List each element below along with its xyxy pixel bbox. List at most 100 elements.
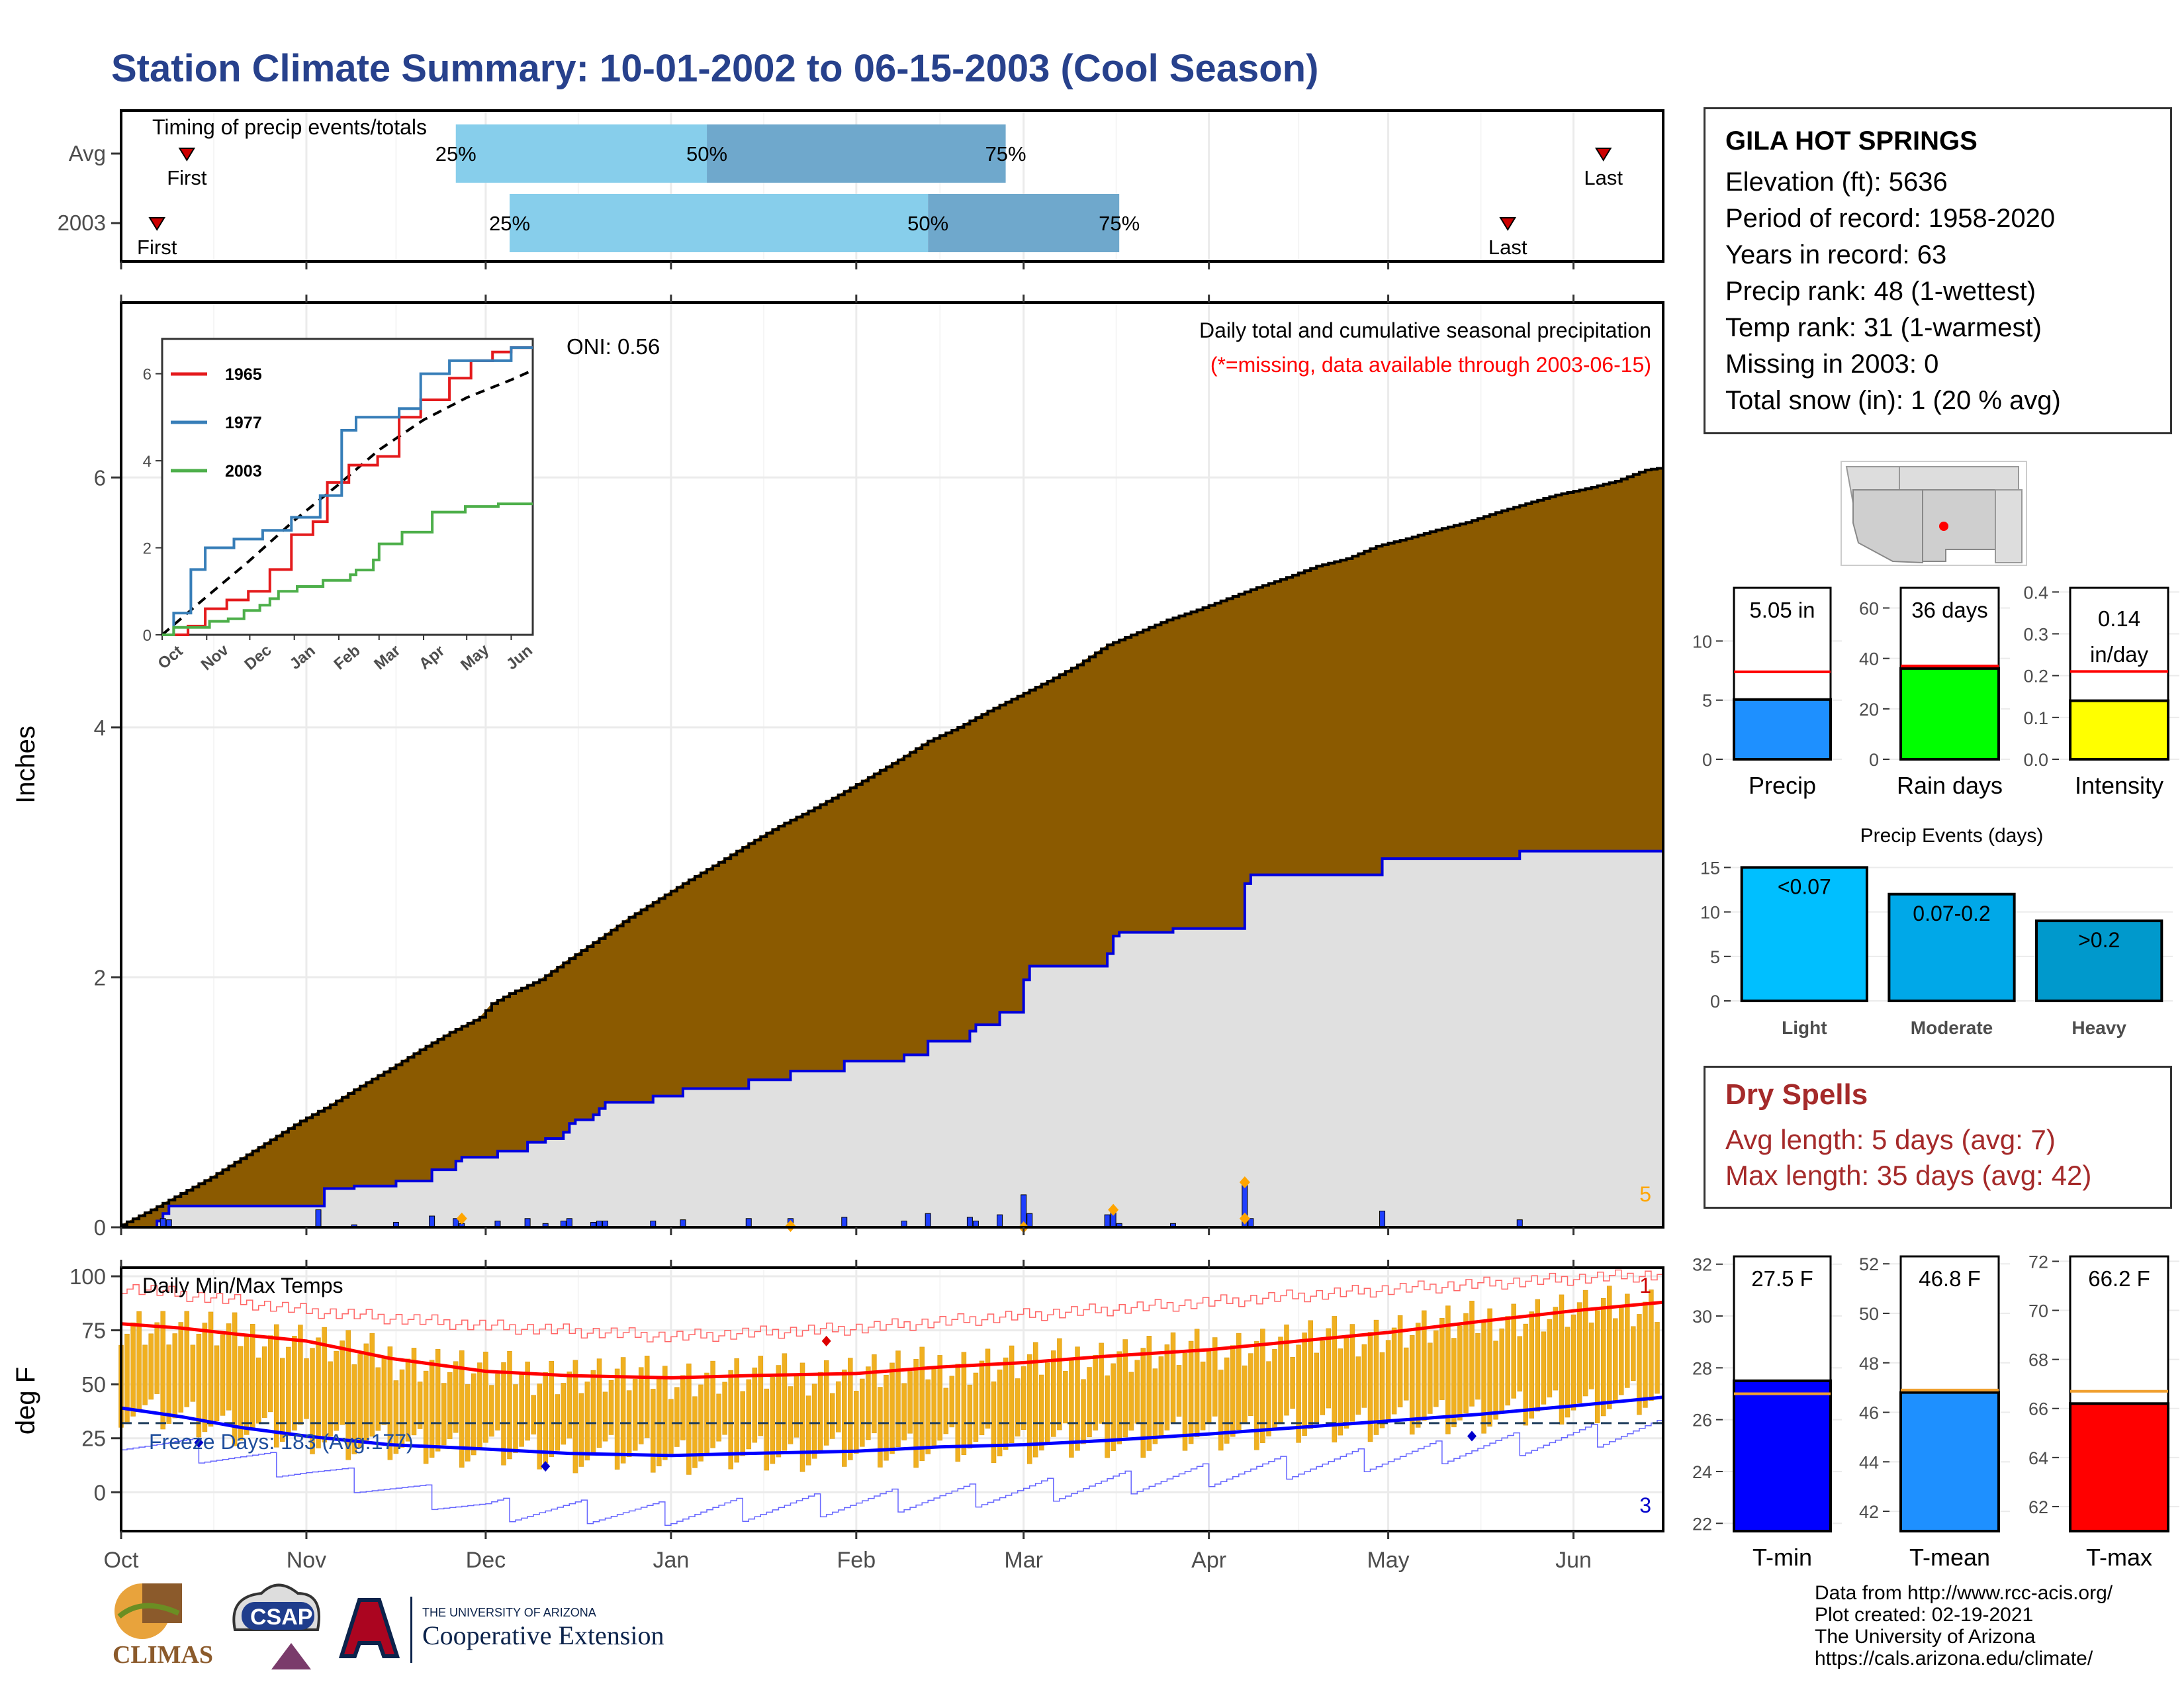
temps-daily-bar bbox=[829, 1393, 835, 1439]
temps-ytick-label-4: 100 bbox=[69, 1264, 106, 1289]
temps-daily-bar bbox=[572, 1360, 578, 1474]
temps-daily-bar bbox=[124, 1333, 130, 1423]
temps-daily-bar bbox=[1493, 1340, 1498, 1420]
temps-ytick-label-3: 75 bbox=[81, 1319, 106, 1343]
temps-xtick-label-3: Jan bbox=[653, 1548, 689, 1573]
dry-spells-max: Max length: 35 days (avg: 42) bbox=[1725, 1160, 2092, 1191]
precip-2003-line bbox=[121, 849, 1663, 1229]
inset-legend-label-1977: 1977 bbox=[225, 414, 262, 432]
precip-summary-1-ytick-label-2: 40 bbox=[1859, 649, 1879, 669]
precip-events-bar-2 bbox=[2035, 919, 2163, 1002]
temps-daily-bar bbox=[1463, 1313, 1469, 1414]
precip-events-ytick-label-0: 0 bbox=[1710, 992, 1720, 1011]
precip-daily-bar-20 bbox=[841, 1217, 848, 1228]
temps-daily-bar bbox=[184, 1311, 190, 1407]
temps-daily-bar bbox=[381, 1356, 387, 1425]
temps-daily-bar bbox=[369, 1333, 375, 1437]
temps-daily-bar bbox=[250, 1324, 255, 1430]
temps-daily-bar bbox=[232, 1312, 238, 1446]
temps-daily-bar bbox=[764, 1388, 770, 1471]
precip-events-ytick-label-3: 15 bbox=[1700, 858, 1720, 878]
station-snow: Total snow (in): 1 (20 % avg) bbox=[1725, 386, 2061, 415]
temps-daily-bar bbox=[1206, 1349, 1212, 1424]
temps-daily-bar bbox=[734, 1358, 739, 1463]
temps-record-min-line bbox=[121, 1417, 1664, 1526]
inset-series-2003 bbox=[162, 502, 533, 636]
temps-daily-bar bbox=[525, 1361, 530, 1441]
temps-daily-bar bbox=[1230, 1345, 1236, 1437]
temps-ytick-label-0: 0 bbox=[94, 1480, 106, 1505]
temps-daily-bar bbox=[286, 1346, 291, 1436]
temps-daily-bar bbox=[1248, 1353, 1253, 1417]
temps-daily-bar bbox=[1057, 1338, 1062, 1430]
temps-daily-bar bbox=[884, 1374, 889, 1461]
precip-events-bar-label-2: >0.2 bbox=[2078, 928, 2120, 952]
precip-daily-bar-28 bbox=[1104, 1214, 1111, 1228]
temps-daily-bar bbox=[1576, 1302, 1582, 1403]
precip-events-ytick-label-2: 10 bbox=[1700, 903, 1720, 923]
temp-summary-0-ytick-label-0: 22 bbox=[1692, 1514, 1712, 1534]
temps-record-high-marker bbox=[821, 1335, 831, 1346]
page-title: Station Climate Summary: 10-01-2002 to 0… bbox=[111, 47, 1319, 90]
temps-daily-bar bbox=[1105, 1375, 1110, 1458]
temps-daily-bar bbox=[1565, 1327, 1570, 1418]
temps-daily-bar bbox=[967, 1384, 973, 1449]
precip-panel: 0 2 4 6 5 Daily total and cumulative seasonal… bbox=[11, 301, 1664, 1240]
precip-daily-bar-2 bbox=[315, 1209, 322, 1228]
precip-events-panel: Precip Events (days) 0 5 10 15 <0.07 Light 0.07… bbox=[1700, 825, 2173, 1038]
temps-daily-bar bbox=[1128, 1372, 1134, 1430]
temps-daily-bar bbox=[614, 1368, 620, 1470]
temps-daily-bar bbox=[937, 1355, 942, 1441]
temps-daily-bar bbox=[280, 1358, 285, 1442]
temps-daily-bar bbox=[1045, 1362, 1050, 1444]
temps-daily-bar bbox=[949, 1376, 955, 1428]
temps-daily-bar bbox=[823, 1360, 829, 1446]
temps-daily-bar bbox=[1511, 1303, 1516, 1399]
temps-ylabel: deg F bbox=[11, 1367, 40, 1434]
temp-summary-panels: 22 24 26 28 30 32 27.5 F T-min 42 44 46 48 50 52 46.8 … bbox=[1692, 1252, 2179, 1571]
temps-daily-bar bbox=[1361, 1344, 1367, 1408]
temps-xtick-label-8: Jun bbox=[1555, 1548, 1592, 1573]
temps-daily-bar bbox=[1158, 1356, 1164, 1438]
temps-daily-bar bbox=[596, 1358, 602, 1448]
temps-daily-bar bbox=[878, 1387, 883, 1468]
temps-xtick-label-5: Mar bbox=[1004, 1548, 1043, 1573]
temp-summary-1-ytick-label-4: 50 bbox=[1859, 1304, 1879, 1324]
uofa-logo: THE UNIVERSITY OF ARIZONA Cooperative Ex… bbox=[338, 1597, 664, 1663]
timing-last-marker-0 bbox=[1594, 148, 1612, 162]
credits: Data from http://www.rcc-acis.org/ Plot … bbox=[1815, 1582, 2113, 1669]
temps-daily-bar bbox=[1302, 1333, 1307, 1436]
temps-daily-bar bbox=[686, 1363, 692, 1475]
temps-daily-bar bbox=[1367, 1332, 1373, 1442]
precip-marker-4 bbox=[1239, 1176, 1250, 1189]
precip-summary-0-value-label: 5.05 in bbox=[1749, 598, 1815, 622]
temps-daily-bar bbox=[459, 1350, 465, 1468]
precip-summary-2-name: Intensity bbox=[2075, 772, 2163, 799]
temps-daily-bar bbox=[1308, 1320, 1313, 1429]
temps-daily-bar bbox=[1111, 1363, 1116, 1451]
precip-ytick-label-1: 2 bbox=[94, 965, 106, 990]
temps-daily-bar bbox=[955, 1364, 961, 1462]
temps-daily-bar bbox=[190, 1344, 196, 1402]
temps-daily-bar bbox=[1332, 1316, 1338, 1442]
precip-avg-line bbox=[121, 467, 1664, 1227]
temps-daily-bar bbox=[1093, 1354, 1098, 1430]
precip-daily-bar-25 bbox=[997, 1214, 1003, 1228]
precip-events-bar-1 bbox=[1888, 892, 2016, 1002]
precip-summary-1-ytick-label-1: 20 bbox=[1859, 700, 1879, 720]
temps-daily-bar bbox=[531, 1395, 536, 1434]
temps-daily-bar bbox=[1146, 1336, 1152, 1451]
temps-xtick-label-1: Nov bbox=[287, 1548, 326, 1573]
temps-daily-bar bbox=[1594, 1310, 1600, 1423]
temps-daily-bar bbox=[304, 1358, 309, 1419]
temps-daily-bar bbox=[1278, 1336, 1283, 1423]
precip-summary-1-ytick-label-0: 0 bbox=[1869, 750, 1879, 770]
temps-daily-bar bbox=[1218, 1370, 1224, 1451]
temps-daily-bar bbox=[632, 1378, 638, 1451]
state-map bbox=[1841, 461, 2027, 566]
temps-record-low-marker-2 bbox=[1467, 1430, 1477, 1442]
temps-daily-bar bbox=[961, 1352, 967, 1456]
inset-ytick-label-3: 6 bbox=[143, 366, 152, 384]
temps-daily-bar bbox=[549, 1360, 554, 1457]
